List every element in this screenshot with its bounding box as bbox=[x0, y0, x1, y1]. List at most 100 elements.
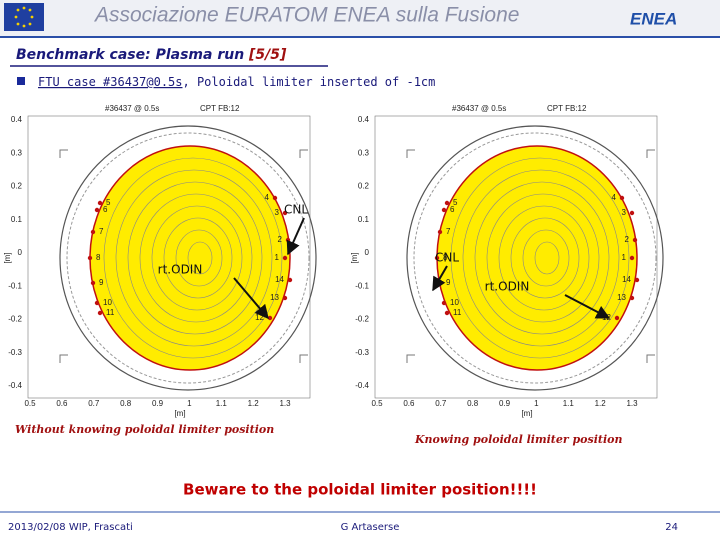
plot: 0.4 0.3 0.2 0.1 0 -0.1 -0.2 -0.3 -0.40.5 0.6 0.7 0.… bbox=[350, 104, 664, 418]
plasma bbox=[89, 145, 291, 371]
probe bbox=[90, 229, 96, 235]
vessel bbox=[59, 125, 317, 391]
y-tick-label: 0.3 bbox=[11, 148, 23, 157]
y-axis-label: [m] bbox=[350, 252, 359, 263]
flux-line bbox=[115, 169, 273, 347]
probe bbox=[614, 315, 620, 321]
title-part: [5/5] bbox=[248, 47, 287, 63]
probe bbox=[632, 237, 638, 243]
probe-label: 7 bbox=[99, 227, 104, 236]
flux-surfaces bbox=[406, 125, 664, 391]
probe-label: 10 bbox=[103, 298, 112, 307]
probe bbox=[437, 229, 443, 235]
probe bbox=[441, 300, 447, 306]
coil-mark bbox=[59, 149, 68, 158]
feedback-label: CPT FB:12 bbox=[200, 104, 240, 113]
caption: Without knowing poloidal limiter positio… bbox=[15, 423, 274, 436]
y-tick-label: -0.3 bbox=[8, 348, 22, 357]
plasma bbox=[436, 145, 638, 371]
coil-mark bbox=[299, 149, 308, 158]
x-axis-label: [m] bbox=[174, 409, 185, 418]
y-tick-label: 0.2 bbox=[358, 182, 370, 191]
y-axis-label: [m] bbox=[3, 252, 12, 263]
probe-label: 11 bbox=[453, 308, 462, 317]
x-tick-label: 0.7 bbox=[88, 399, 100, 408]
x-tick-label: 1.3 bbox=[279, 399, 291, 408]
annotation-arrow bbox=[233, 277, 269, 320]
header-title: Associazione EURATOM ENEA sulla Fusione bbox=[93, 4, 519, 27]
probe-label: 1 bbox=[622, 253, 627, 262]
probe bbox=[285, 237, 291, 243]
shot-label: #36437 @ 0.5s bbox=[452, 104, 506, 113]
header-logo: ENEA bbox=[630, 9, 677, 28]
probe-label: 2 bbox=[278, 235, 283, 244]
slide-title: Benchmark case: Plasma run [5/5] bbox=[16, 47, 287, 63]
flux-line bbox=[534, 241, 560, 275]
x-tick-label: 0.8 bbox=[120, 399, 132, 408]
vessel bbox=[406, 125, 664, 391]
subtitle: FTU case #36437@0.5s, Poloidal limiter i… bbox=[38, 75, 435, 89]
coil-mark bbox=[59, 354, 68, 363]
flux-line bbox=[450, 157, 630, 359]
probe-label: 3 bbox=[275, 208, 280, 217]
x-tick-label: 0.6 bbox=[56, 399, 68, 408]
probe-label: 8 bbox=[96, 253, 101, 262]
probe-label: 5 bbox=[453, 198, 458, 207]
coil-mark bbox=[406, 149, 415, 158]
caption: Knowing poloidal limiter position bbox=[414, 433, 623, 446]
x-tick-label: 0.7 bbox=[435, 399, 447, 408]
probe bbox=[282, 210, 288, 216]
probe-label: 6 bbox=[103, 205, 108, 214]
flux-line bbox=[187, 241, 213, 275]
flux-line bbox=[510, 217, 580, 299]
probe-label: 2 bbox=[625, 235, 630, 244]
flux-line bbox=[163, 217, 233, 299]
y-tick-label: 0.1 bbox=[358, 215, 370, 224]
annotation: rt.ODIN bbox=[158, 263, 203, 277]
x-tick-label: 0.9 bbox=[152, 399, 164, 408]
annotation: CNL bbox=[435, 251, 459, 265]
probe-label: 13 bbox=[617, 293, 626, 302]
y-tick-label: 0.2 bbox=[11, 182, 23, 191]
y-tick-label: -0.2 bbox=[8, 315, 22, 324]
y-tick-label: -0.1 bbox=[8, 281, 22, 290]
x-tick-label: 1 bbox=[534, 399, 539, 408]
coil-mark bbox=[646, 149, 655, 158]
footer-right: 24 bbox=[665, 522, 678, 533]
coil-mark bbox=[646, 354, 655, 363]
x-tick-label: 0.6 bbox=[403, 399, 415, 408]
coil-mark bbox=[299, 354, 308, 363]
probe bbox=[272, 195, 278, 201]
probe-label: 5 bbox=[106, 198, 111, 207]
probe bbox=[282, 255, 288, 261]
probe bbox=[444, 310, 450, 316]
annotation: rt.ODIN bbox=[485, 280, 530, 294]
x-tick-label: 0.8 bbox=[467, 399, 479, 408]
probe bbox=[287, 277, 293, 283]
vessel-inner bbox=[66, 132, 310, 384]
flux-surfaces bbox=[59, 125, 317, 391]
y-tick-label: 0.4 bbox=[11, 115, 23, 124]
probe bbox=[619, 195, 625, 201]
probe-label: 4 bbox=[265, 193, 270, 202]
y-tick-label: 0.3 bbox=[358, 148, 370, 157]
x-tick-label: 0.5 bbox=[24, 399, 36, 408]
y-tick-label: 0 bbox=[365, 248, 370, 257]
probe bbox=[629, 295, 635, 301]
x-tick-label: 1.1 bbox=[563, 399, 575, 408]
probe bbox=[441, 207, 447, 213]
x-tick-label: 1.1 bbox=[216, 399, 228, 408]
probe bbox=[629, 255, 635, 261]
x-axis-label: [m] bbox=[521, 409, 532, 418]
bullet bbox=[17, 77, 25, 85]
probe-label: 11 bbox=[106, 308, 115, 317]
probe-label: 6 bbox=[450, 205, 455, 214]
title-text: Benchmark case: Plasma run bbox=[16, 47, 249, 63]
footer-left: 2013/02/08 WIP, Frascati bbox=[8, 522, 133, 533]
probe bbox=[94, 300, 100, 306]
probe-label: 9 bbox=[446, 278, 451, 287]
probe bbox=[94, 207, 100, 213]
annotation-arrow bbox=[564, 294, 611, 319]
x-tick-label: 0.5 bbox=[371, 399, 383, 408]
